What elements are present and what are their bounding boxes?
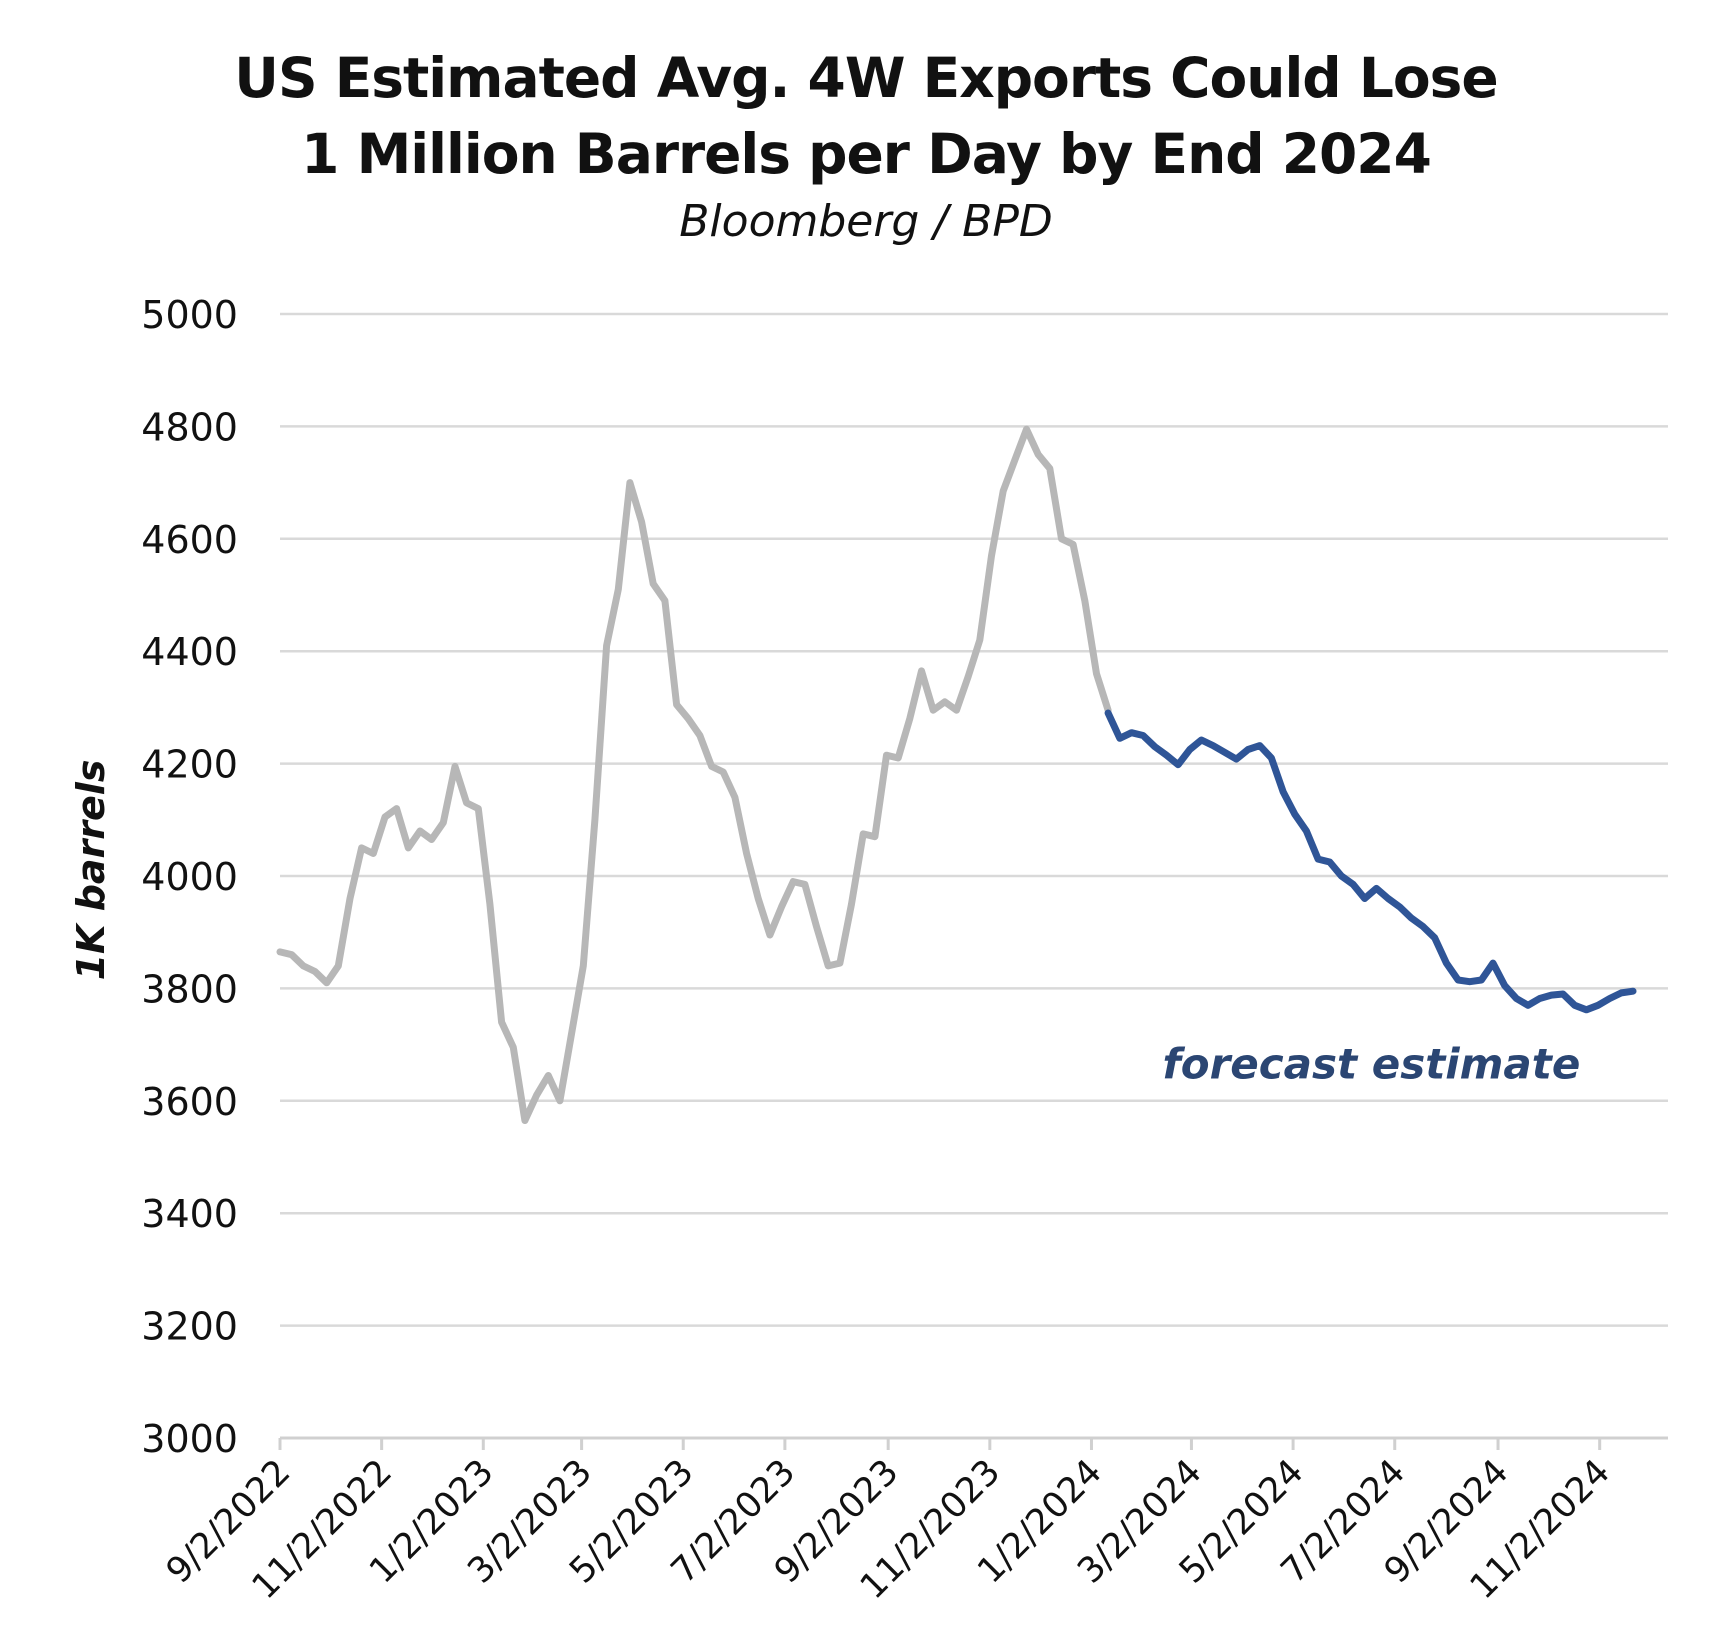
y-axis-label: 1K barrels [69,760,113,981]
annotations: forecast estimate [1162,1039,1580,1088]
y-tick-label-3400: 3400 [141,1192,238,1236]
y-tick-label-4800: 4800 [141,405,238,449]
chart-title: US Estimated Avg. 4W Exports Could Lose … [0,40,1732,192]
y-tick-label-3600: 3600 [141,1080,238,1124]
chart-title-line-2: 1 Million Barrels per Day by End 2024 [301,122,1432,186]
gridlines [280,312,1668,1327]
forecast-annotation: forecast estimate [1162,1039,1580,1088]
y-tick-label-3800: 3800 [141,967,238,1011]
chart-subtitle: Bloomberg / BPD [679,196,1053,247]
chart-title-line-1: US Estimated Avg. 4W Exports Could Lose [234,46,1498,110]
y-tick-label-4400: 4400 [141,630,238,674]
x-axis-tick-labels: 9/2/202211/2/20221/2/20233/2/20235/2/202… [159,1452,1618,1607]
y-axis-tick-labels: 3000 3200 3400 3600 3800 4000 4200 4400 4600 4800… [141,293,238,1461]
y-tick-label-4600: 4600 [141,518,238,562]
series-line-actual [276,425,1112,1124]
series-lines [276,425,1637,1124]
y-tick-label-3200: 3200 [141,1305,238,1349]
y-tick-label-3000: 3000 [141,1417,238,1461]
y-tick-label-4000: 4000 [141,855,238,899]
series-line-forecast [1104,709,1637,1014]
x-axis [278,1436,1668,1450]
y-tick-label-4200: 4200 [141,743,238,787]
y-tick-label-5000: 5000 [141,293,238,337]
